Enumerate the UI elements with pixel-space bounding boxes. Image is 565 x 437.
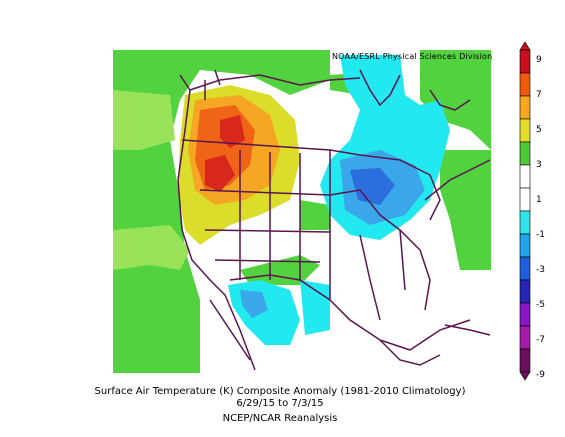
caption-source: NCEP/NCAR Reanalysis xyxy=(222,413,338,424)
credit-text: NOAA/ESRL Physical Sciences Division xyxy=(332,52,493,61)
caption-title: Surface Air Temperature (K) Composite An… xyxy=(94,386,466,397)
colorbar: 9 7 5 3 1 -1 -3 -5 -7 -9 xyxy=(519,41,545,381)
colorbar-tick-label: -3 xyxy=(536,265,545,275)
colorbar-segment xyxy=(519,233,531,258)
colorbar-segment xyxy=(519,348,531,373)
colorbar-tick-label: 3 xyxy=(536,160,542,170)
colorbar-segment xyxy=(519,279,531,304)
colorbar-segment xyxy=(519,256,531,281)
colorbar-bottom-arrow xyxy=(519,371,531,381)
colorbar-tick-label: 7 xyxy=(536,90,542,100)
colorbar-segment xyxy=(519,118,531,143)
colorbar-tick-label: 9 xyxy=(536,55,542,65)
colorbar-segment xyxy=(519,95,531,120)
colorbar-tick-label: 5 xyxy=(536,125,542,135)
colorbar-tick-label: -5 xyxy=(536,300,545,310)
colorbar-segment xyxy=(519,187,531,212)
caption-dates: 6/29/15 to 7/3/15 xyxy=(236,398,324,409)
colorbar-tick-label: -9 xyxy=(536,370,545,380)
colorbar-tick-label: 1 xyxy=(536,195,542,205)
colorbar-segment xyxy=(519,49,531,74)
colorbar-segment xyxy=(519,302,531,327)
political-boundaries xyxy=(177,69,491,371)
colorbar-segment xyxy=(519,72,531,97)
colorbar-tick-label: -7 xyxy=(536,335,545,345)
colorbar-segment xyxy=(519,164,531,189)
colorbar-segment xyxy=(519,325,531,350)
colorbar-top-arrow xyxy=(519,41,531,51)
anomaly-fill-cool xyxy=(228,55,450,345)
colorbar-segment xyxy=(519,141,531,166)
colorbar-tick-label: -1 xyxy=(536,230,545,240)
colorbar-segment xyxy=(519,210,531,235)
